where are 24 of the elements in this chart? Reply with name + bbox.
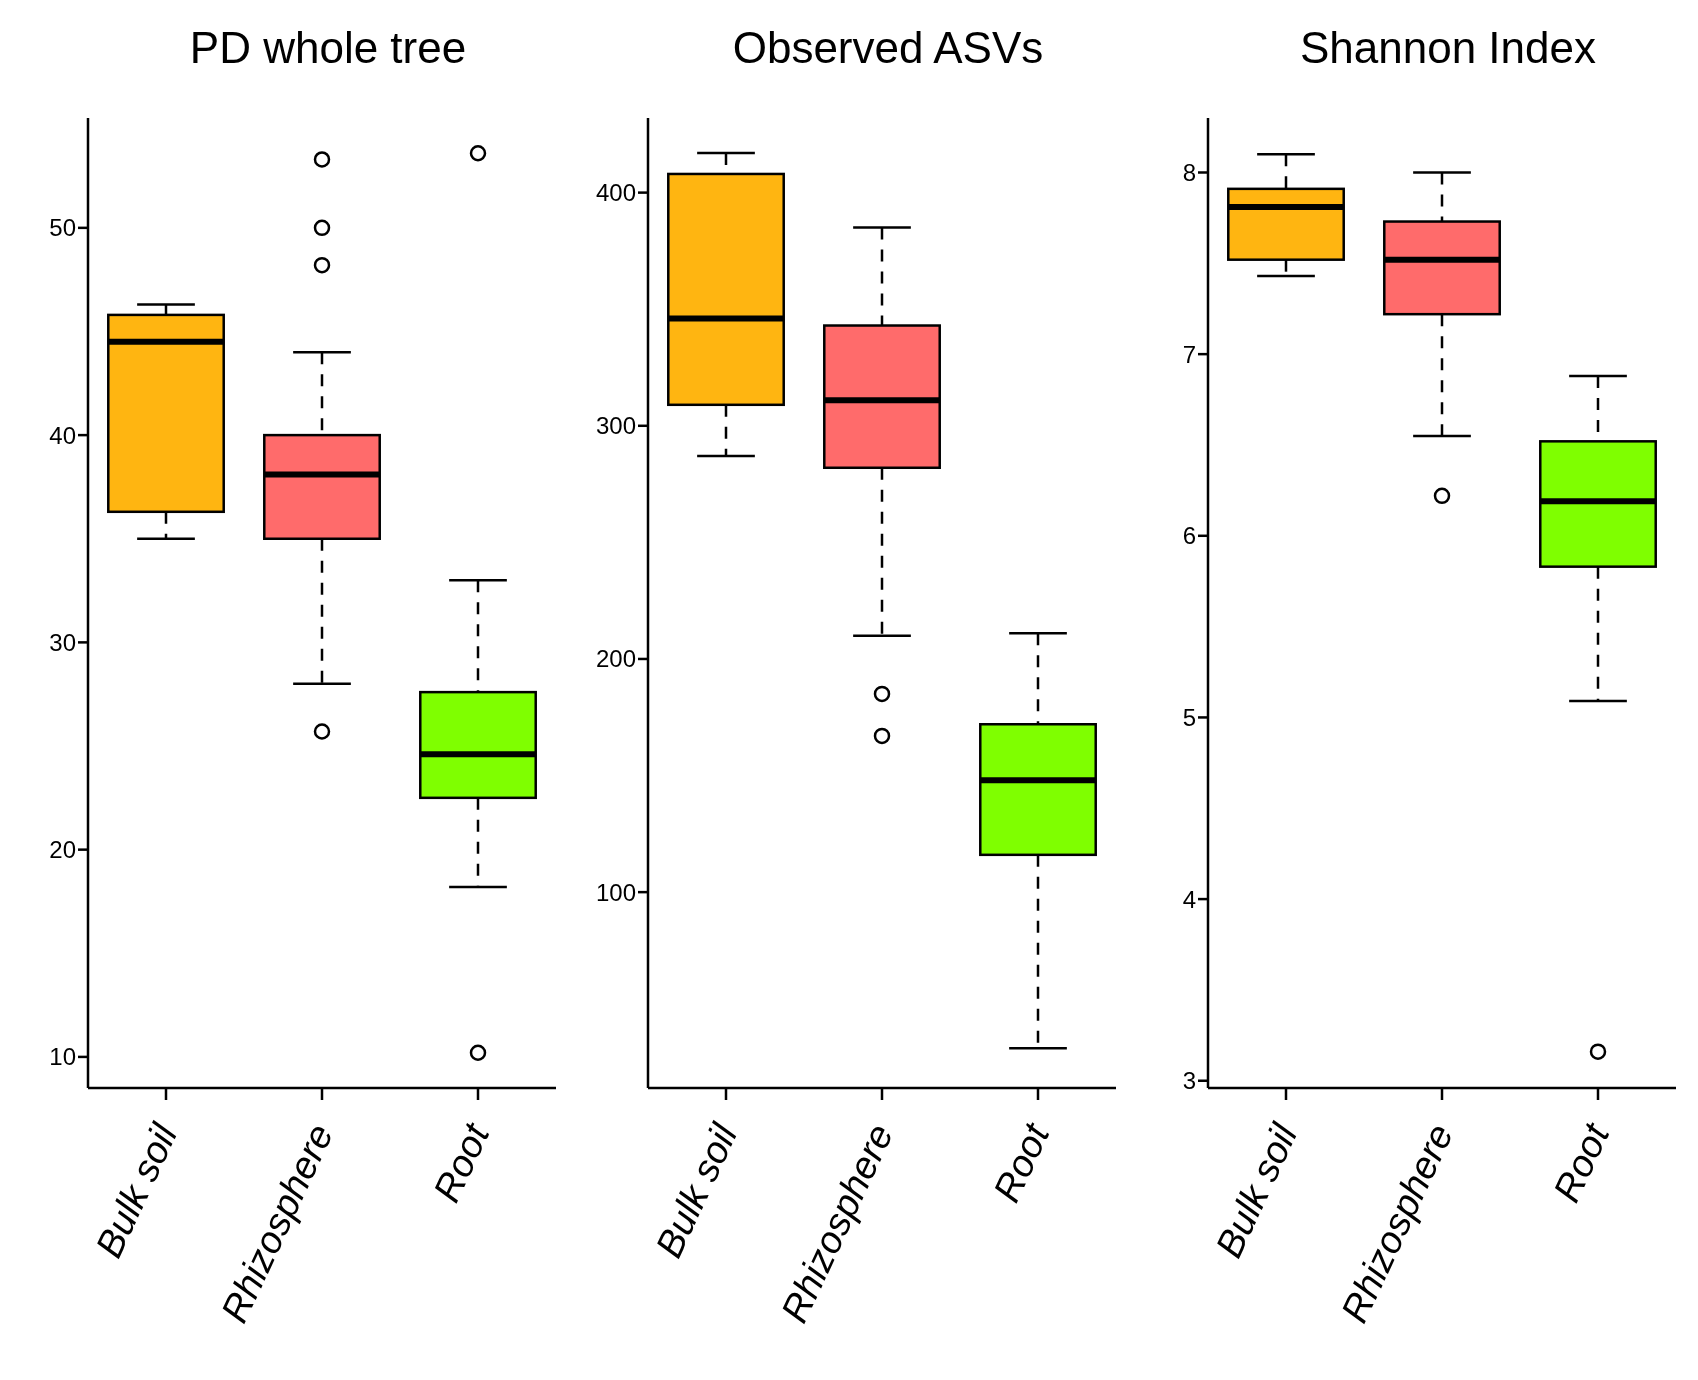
y-tick-label: 4 (1182, 885, 1196, 913)
y-tick-label: 40 (49, 421, 76, 449)
y-tick-label: 20 (49, 836, 76, 864)
x-tick-label: Bulk soil (87, 1116, 186, 1264)
y-tick-label: 400 (595, 179, 636, 207)
y-tick-label: 6 (1182, 522, 1196, 550)
chart-title: Observed ASVs (731, 22, 1045, 74)
y-tick-label: 30 (49, 628, 76, 656)
y-tick-label: 8 (1182, 159, 1196, 187)
y-tick-label: 3 (1182, 1067, 1196, 1095)
x-tick-label: Root (985, 1116, 1058, 1209)
y-tick-label: 10 (49, 1043, 76, 1071)
y-tick-label: 5 (1182, 703, 1196, 731)
x-tick-label: Root (425, 1116, 498, 1209)
chart-title: PD whole tree (188, 22, 468, 74)
x-tick-label: Root (1545, 1116, 1618, 1209)
y-tick-label: 50 (49, 214, 76, 242)
x-tick-label: Bulk soil (647, 1116, 746, 1264)
y-tick-label: 7 (1182, 340, 1196, 368)
chart-title: Shannon Index (1298, 22, 1597, 74)
y-tick-label: 200 (595, 645, 636, 673)
x-tick-label: Bulk soil (1207, 1116, 1306, 1264)
y-tick-label: 100 (595, 878, 636, 906)
y-tick-label: 300 (595, 412, 636, 440)
